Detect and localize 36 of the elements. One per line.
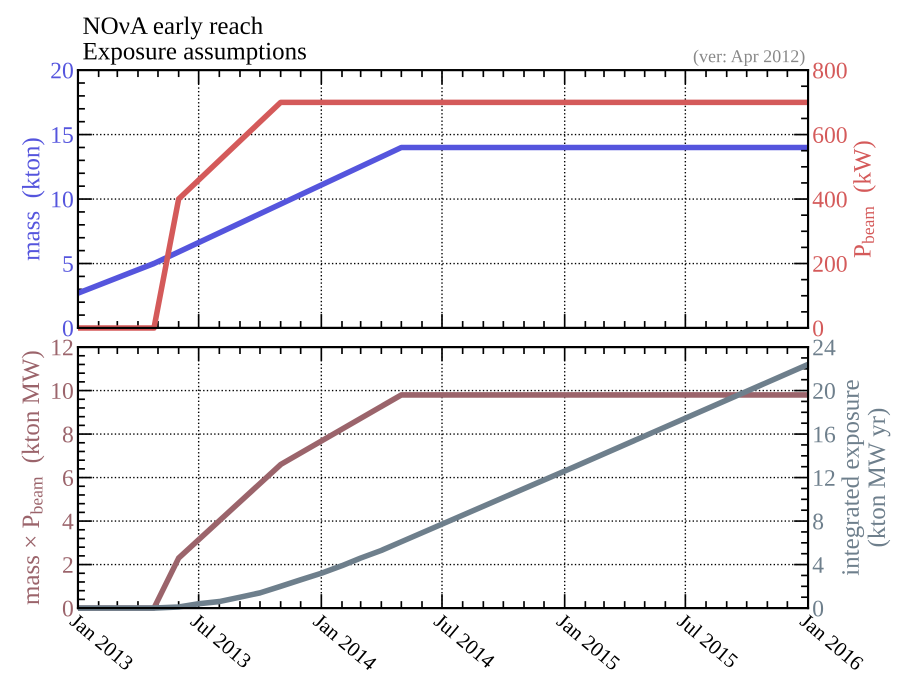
- y2-tick-label: 0: [813, 600, 824, 616]
- y-tick-label: 20: [51, 62, 73, 79]
- x-tick-label: Jul 2013: [190, 612, 253, 669]
- y-tick-label: 5: [63, 256, 73, 272]
- y2-tick-label: 8: [813, 514, 824, 530]
- x-tick-label: Jan 2014: [312, 612, 378, 672]
- y-tick-label: 2: [63, 557, 73, 573]
- y-tick-label: 0: [62, 600, 73, 616]
- y-tick-label: 0: [62, 320, 73, 336]
- y-tick-label: 10: [52, 192, 73, 208]
- y2-tick-label: 600: [813, 127, 847, 143]
- x-tick-label: Jul 2015: [676, 612, 740, 669]
- x-tick-label: Jan 2015: [556, 612, 621, 671]
- y-tick-label: 6: [63, 470, 74, 486]
- y2-tick-label: 0: [813, 320, 824, 336]
- y-tick-label: 4: [62, 514, 74, 530]
- y-axis-title: mass × P$_{beam}$ (kton MW): [22, 351, 44, 605]
- y2-axis-title: P$_{beam}$ (kW): [853, 141, 876, 258]
- x-tick-label: Jul 2014: [432, 612, 496, 670]
- y2-tick-label: 4: [812, 557, 824, 573]
- y-tick-label: 10: [52, 383, 73, 399]
- y2-tick-label: 12: [814, 470, 835, 486]
- y2-tick-label: 16: [814, 426, 836, 442]
- y2-tick-label: 24: [813, 340, 836, 356]
- chart-subtitle: Exposure assumptions: [83, 42, 306, 65]
- y2-tick-label: 200: [813, 256, 847, 272]
- y2-axis-title: integrated exposure (kton MW yr): [841, 380, 890, 576]
- y-tick-label: 12: [52, 340, 73, 356]
- y-axis-title: mass (kton): [22, 138, 45, 260]
- text: (ver: Apr 2012): [694, 50, 805, 66]
- y2-tick-label: 400: [812, 192, 847, 208]
- y-tick-label: 8: [62, 426, 73, 442]
- y-tick-label: 15: [52, 127, 73, 143]
- y2-tick-label: 20: [813, 383, 835, 399]
- y2-tick-label: 800: [813, 62, 847, 79]
- chart-title: NOνA early reach: [83, 16, 263, 40]
